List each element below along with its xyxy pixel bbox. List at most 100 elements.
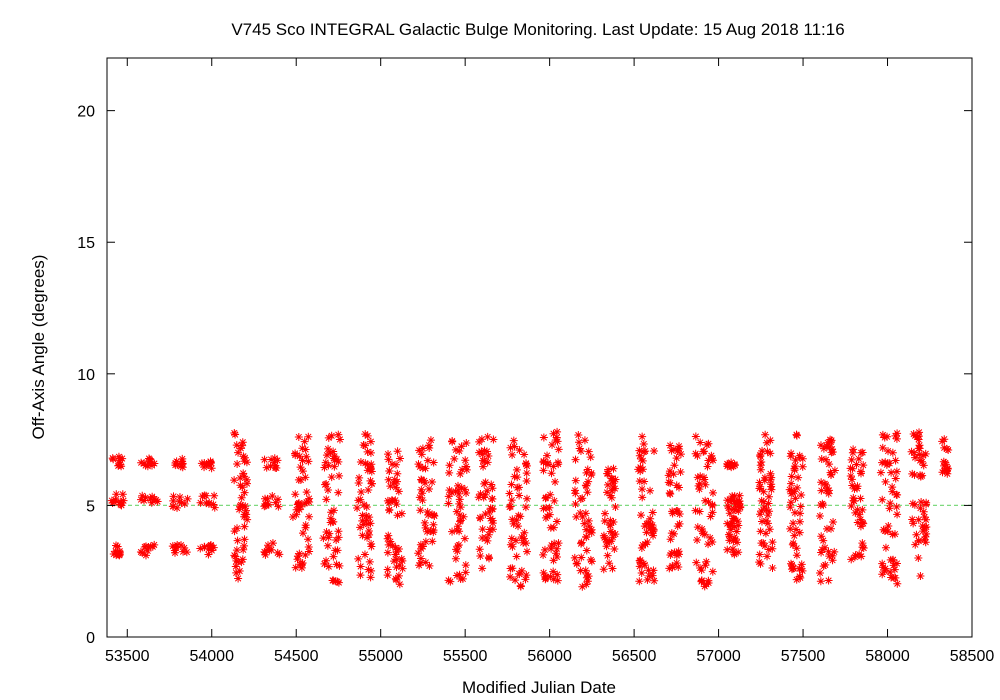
data-point bbox=[726, 525, 735, 534]
data-point bbox=[547, 544, 556, 553]
data-point bbox=[475, 437, 484, 446]
data-point bbox=[292, 505, 301, 514]
data-point bbox=[756, 482, 765, 491]
data-point bbox=[509, 436, 518, 445]
data-point bbox=[354, 479, 363, 488]
data-point bbox=[672, 481, 681, 490]
data-point bbox=[852, 460, 861, 469]
data-point bbox=[144, 459, 153, 468]
data-point bbox=[452, 507, 461, 516]
data-point bbox=[305, 494, 314, 503]
data-point bbox=[367, 542, 376, 551]
data-point bbox=[789, 539, 798, 548]
data-point bbox=[767, 480, 776, 489]
data-point bbox=[724, 502, 733, 511]
data-point bbox=[826, 435, 835, 444]
data-point bbox=[553, 570, 562, 579]
data-point bbox=[820, 543, 829, 552]
data-point bbox=[552, 517, 561, 526]
data-point bbox=[599, 565, 608, 574]
x-tick-label: 55000 bbox=[358, 648, 403, 665]
data-point bbox=[143, 462, 152, 471]
data-point bbox=[267, 545, 276, 554]
data-point bbox=[572, 512, 581, 521]
data-point bbox=[238, 502, 247, 511]
data-point bbox=[478, 533, 487, 542]
y-tick-label: 0 bbox=[86, 630, 95, 647]
data-point bbox=[327, 431, 336, 440]
data-point bbox=[642, 528, 651, 537]
data-point bbox=[666, 441, 675, 450]
data-point bbox=[733, 538, 742, 547]
data-point bbox=[483, 432, 492, 441]
data-point bbox=[456, 517, 465, 526]
data-point bbox=[388, 541, 397, 550]
data-point bbox=[146, 494, 155, 503]
data-point bbox=[516, 582, 525, 591]
data-point bbox=[730, 550, 739, 559]
data-point bbox=[571, 500, 580, 509]
data-point bbox=[202, 499, 211, 508]
data-point bbox=[878, 430, 887, 439]
data-point bbox=[383, 496, 392, 505]
data-point bbox=[178, 454, 187, 463]
data-point bbox=[637, 569, 646, 578]
data-point bbox=[888, 448, 897, 457]
data-point bbox=[460, 485, 469, 494]
data-point bbox=[693, 473, 702, 482]
data-point bbox=[141, 493, 150, 502]
data-point bbox=[416, 540, 425, 549]
data-point bbox=[393, 511, 402, 520]
data-point bbox=[394, 571, 403, 580]
data-point bbox=[704, 456, 713, 465]
data-point bbox=[118, 490, 127, 499]
data-point bbox=[704, 497, 713, 506]
data-point bbox=[756, 510, 765, 519]
data-point bbox=[384, 540, 393, 549]
data-point bbox=[172, 457, 181, 466]
data-point bbox=[764, 545, 773, 554]
data-point bbox=[461, 456, 470, 465]
data-point bbox=[891, 474, 900, 483]
data-point bbox=[764, 492, 773, 501]
data-point bbox=[884, 521, 893, 530]
data-point bbox=[519, 534, 528, 543]
data-point bbox=[762, 438, 771, 447]
data-point bbox=[795, 517, 804, 526]
data-point bbox=[357, 488, 366, 497]
data-point bbox=[330, 462, 339, 471]
data-point bbox=[110, 498, 119, 507]
data-point bbox=[356, 495, 365, 504]
data-point bbox=[857, 552, 866, 561]
data-point bbox=[914, 553, 923, 562]
data-point bbox=[708, 538, 717, 547]
data-point bbox=[359, 520, 368, 529]
data-point bbox=[429, 520, 438, 529]
data-point bbox=[768, 544, 777, 553]
data-point bbox=[792, 575, 801, 584]
data-point bbox=[732, 527, 741, 536]
data-point bbox=[514, 511, 523, 520]
data-point bbox=[324, 562, 333, 571]
data-point bbox=[445, 486, 454, 495]
data-point bbox=[148, 461, 157, 470]
data-point bbox=[638, 465, 647, 474]
data-point bbox=[183, 494, 192, 503]
data-point bbox=[356, 571, 365, 580]
data-point bbox=[760, 541, 769, 550]
data-point bbox=[857, 469, 866, 478]
data-point bbox=[301, 445, 310, 454]
data-point bbox=[755, 558, 764, 567]
data-point bbox=[635, 451, 644, 460]
data-point bbox=[734, 507, 743, 516]
data-point bbox=[456, 469, 465, 478]
data-point bbox=[511, 536, 520, 545]
data-point bbox=[888, 530, 897, 539]
data-point bbox=[822, 455, 831, 464]
data-point bbox=[727, 496, 736, 505]
data-point bbox=[603, 551, 612, 560]
data-point bbox=[639, 559, 648, 568]
data-point bbox=[891, 573, 900, 582]
data-point bbox=[475, 513, 484, 522]
data-point bbox=[353, 503, 362, 512]
